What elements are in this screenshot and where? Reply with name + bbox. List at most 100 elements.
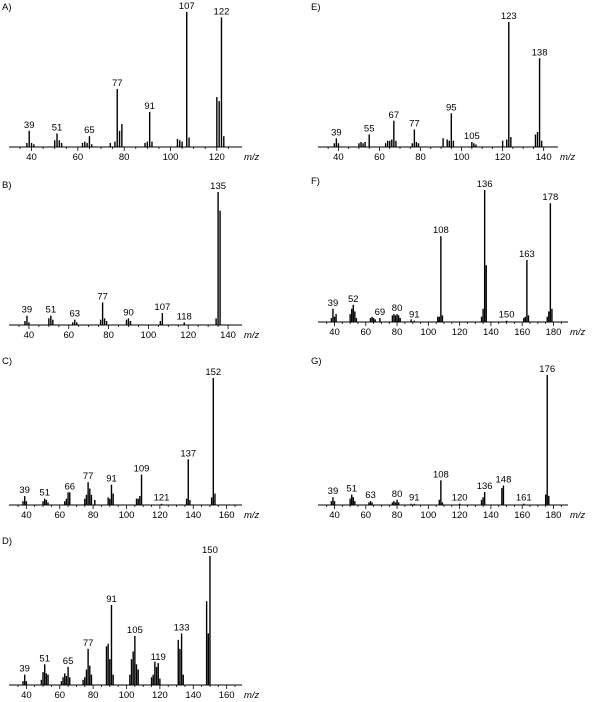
x-tick-label: 120 — [495, 152, 511, 163]
panel-label: D) — [2, 536, 12, 547]
x-axis-label: m/z — [244, 152, 260, 163]
x-axis-label: m/z — [244, 330, 260, 341]
x-tick-label: 160 — [514, 327, 530, 338]
x-tick-label: 120 — [209, 152, 225, 163]
peak-label: 150 — [499, 310, 515, 321]
x-tick-label: 80 — [88, 690, 99, 701]
peak-label: 77 — [409, 119, 420, 130]
peak-label: 119 — [151, 652, 166, 663]
peak-label: 133 — [174, 622, 190, 633]
peak-label: 52 — [348, 294, 359, 305]
peak-label: 105 — [464, 131, 480, 142]
x-tick-label: 40 — [21, 690, 32, 701]
peak-label: 152 — [205, 367, 221, 378]
peak-label: 63 — [365, 490, 376, 501]
x-tick-label: 140 — [220, 330, 236, 341]
x-tick-label: 160 — [219, 690, 235, 701]
peak-label: 77 — [97, 291, 108, 302]
x-tick-label: 140 — [185, 690, 201, 701]
peak-label: 39 — [24, 120, 35, 131]
x-tick-label: 120 — [452, 327, 468, 338]
peak-label: 39 — [328, 486, 339, 497]
x-tick-label: 100 — [119, 690, 135, 701]
peak-label: 65 — [63, 656, 74, 667]
peak-label: 51 — [39, 488, 50, 499]
x-axis-label: m/z — [570, 327, 586, 338]
x-tick-label: 140 — [536, 152, 552, 163]
peak-label: 91 — [106, 594, 117, 605]
peak-label: 39 — [19, 485, 30, 496]
peak-label: 108 — [433, 469, 449, 480]
peak-label: 63 — [69, 309, 80, 320]
peak-label: 51 — [52, 123, 63, 134]
x-tick-label: 160 — [514, 510, 530, 521]
x-tick-label: 120 — [452, 510, 468, 521]
peak-label: 67 — [389, 110, 400, 121]
x-axis-label: m/z — [244, 510, 260, 521]
x-tick-label: 100 — [420, 510, 436, 521]
peak-label: 176 — [539, 364, 555, 375]
peak-label: 150 — [202, 545, 218, 556]
peak-label: 90 — [123, 307, 134, 318]
peak-label: 108 — [433, 225, 449, 236]
peak-label: 51 — [346, 484, 357, 495]
panel-label: B) — [2, 180, 12, 191]
peak-label: 80 — [392, 489, 403, 500]
x-axis-label: m/z — [570, 510, 586, 521]
peak-label: 51 — [46, 305, 57, 316]
x-tick-label: 100 — [119, 510, 135, 521]
spectrum-panel-f: F) 40 60 80 100 120 140 160 180 m/z 39 52 69 80 91 108 1… — [311, 176, 586, 338]
peak-label: 148 — [496, 475, 512, 486]
peak-label: 51 — [39, 653, 50, 664]
panel-label: E) — [311, 2, 321, 13]
x-tick-label: 40 — [329, 510, 340, 521]
peak-label: 123 — [501, 11, 517, 22]
peak-label: 121 — [154, 493, 170, 504]
x-tick-label: 100 — [454, 152, 470, 163]
panel-label: G) — [311, 356, 322, 367]
peak-label: 77 — [83, 471, 94, 482]
x-tick-label: 140 — [483, 510, 499, 521]
x-tick-label: 180 — [546, 327, 562, 338]
spectrum-panel-b: B) 40 60 80 100 120 140 m/z 39 51 63 77 90 107 118 135 — [2, 180, 260, 341]
x-tick-label: 40 — [333, 152, 344, 163]
peak-label: 91 — [106, 474, 117, 485]
peak-label: 122 — [214, 6, 230, 17]
x-tick-label: 140 — [185, 510, 201, 521]
x-axis-label: m/z — [244, 690, 260, 701]
x-tick-label: 80 — [119, 152, 130, 163]
spectrum-panel-d: D) 40 60 80 100 120 140 160 m/z 39 51 65 77 91 105 119 1… — [2, 536, 260, 701]
spectrum-panel-a: A) 40 60 80 100 120 m/z 39 51 65 77 91 107 122 — [2, 1, 260, 163]
x-tick-label: 160 — [219, 510, 235, 521]
peak-label: 91 — [409, 493, 420, 504]
x-tick-label: 140 — [483, 327, 499, 338]
peak-label: 77 — [83, 638, 94, 649]
x-tick-label: 100 — [140, 330, 156, 341]
x-axis-label: m/z — [560, 152, 576, 163]
peak-label: 136 — [477, 481, 493, 492]
peak-label: 107 — [179, 1, 195, 12]
peak-label: 178 — [542, 192, 558, 203]
x-tick-label: 60 — [63, 330, 74, 341]
x-tick-label: 80 — [392, 327, 403, 338]
panel-label: C) — [2, 356, 12, 367]
peak-label: 39 — [328, 298, 339, 309]
peak-label: 118 — [177, 311, 192, 322]
peak-label: 107 — [154, 302, 170, 313]
peak-label: 39 — [331, 127, 342, 138]
x-tick-label: 40 — [26, 152, 37, 163]
spectrum-panel-g: G) 40 60 80 100 120 140 160 180 m/z 39 51 63 80 91 108 1… — [311, 356, 586, 521]
peak-label: 137 — [180, 448, 196, 459]
peak-label: 138 — [532, 47, 548, 58]
spectrum-panel-e: E) 40 60 80 100 120 140 m/z 39 55 67 77 95 105 123 138 — [311, 2, 576, 163]
peak-label: 91 — [409, 310, 420, 321]
peak-label: 109 — [134, 464, 150, 475]
peak-label: 69 — [375, 307, 386, 318]
peak-label: 39 — [22, 305, 33, 316]
peak-label: 91 — [144, 101, 155, 112]
peak-label: 55 — [364, 124, 375, 135]
x-tick-label: 40 — [24, 330, 35, 341]
peak-label: 136 — [477, 179, 493, 190]
peak-label: 161 — [516, 493, 532, 504]
x-tick-label: 120 — [180, 330, 196, 341]
